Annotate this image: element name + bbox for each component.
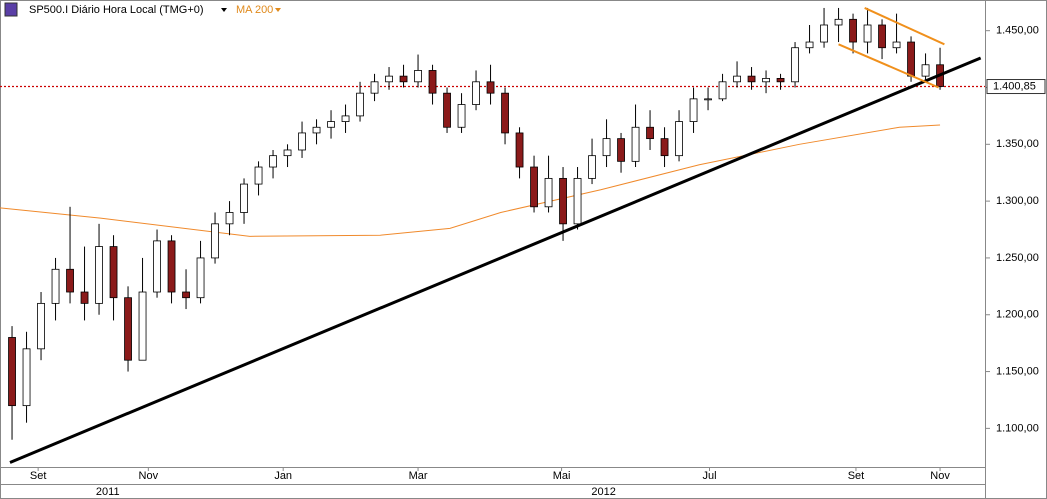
candle-body (327, 121, 335, 128)
candle-body (196, 257, 205, 299)
candle-body (907, 41, 915, 77)
trendline (864, 7, 945, 46)
y-tick-label: 1.200,00 (996, 309, 1039, 321)
y-tick-label: 1.250,00 (996, 252, 1039, 264)
candle-body (80, 291, 89, 304)
plot-area (0, 7, 985, 464)
candle-body (791, 47, 799, 83)
candle-body (37, 302, 45, 350)
candle-body (109, 246, 118, 299)
x-tick-label: Set (30, 470, 47, 482)
candle-body (457, 104, 466, 128)
candle-body (153, 240, 161, 293)
candle-body (51, 268, 60, 304)
candle-body (428, 70, 437, 94)
candle-body (863, 24, 872, 43)
candle-body (631, 126, 640, 162)
candle-body (733, 75, 741, 83)
candle-body (660, 138, 669, 157)
candle-body (370, 81, 379, 94)
candle-body (312, 126, 321, 134)
year-label: 2011 (96, 486, 120, 498)
candle-body (66, 268, 74, 293)
candle-body (298, 132, 306, 151)
candle-body (762, 78, 770, 83)
candle-body (602, 138, 611, 157)
candle-body (805, 41, 814, 49)
candle-body (124, 297, 132, 361)
candle-body (892, 41, 901, 49)
x-tick-label: Mar (409, 470, 428, 482)
candle-body (341, 115, 350, 122)
candle-body (834, 18, 843, 26)
candle-body (689, 98, 698, 122)
candle-body (878, 24, 886, 49)
candle-body (138, 291, 147, 361)
year-label: 2012 (591, 486, 615, 498)
candle-body (472, 81, 480, 105)
candle-body (211, 223, 219, 259)
x-tick-label: Nov (139, 470, 159, 482)
candle-body (167, 240, 176, 293)
candle-body (240, 183, 248, 213)
dropdown-arrow[interactable] (221, 8, 227, 12)
candle-body (776, 78, 785, 83)
candle-body (269, 155, 277, 168)
candle-body (544, 177, 553, 208)
dropdown-arrow[interactable] (275, 8, 281, 12)
x-tick-label: Nov (930, 470, 950, 482)
candle-body (486, 81, 495, 94)
candle-body (921, 64, 930, 77)
y-tick-label: 1.150,00 (996, 365, 1039, 377)
candle-body (820, 24, 828, 43)
y-tick-label: 1.450,00 (996, 25, 1039, 37)
chart-title: SP500.I Diário Hora Local (TMG+0) (29, 4, 204, 16)
y-tick-label: 1.300,00 (996, 195, 1039, 207)
last-price-label: 1.400,85 (993, 80, 1036, 92)
candle-body (283, 149, 292, 157)
candle-body (849, 18, 857, 43)
candle-body (254, 166, 263, 185)
symbol-icon (4, 2, 18, 17)
candle-body (95, 246, 103, 304)
x-tick-label: Jan (274, 470, 292, 482)
candle-body (675, 121, 683, 157)
candle-body (747, 75, 756, 83)
candle-body (501, 92, 509, 134)
x-tick-label: Jul (702, 470, 716, 482)
candle-body (588, 155, 596, 179)
candle-body (559, 177, 567, 225)
candle-body (182, 291, 190, 299)
y-tick-label: 1.350,00 (996, 138, 1039, 150)
last-price-box (986, 79, 1046, 95)
trendline (9, 56, 982, 464)
candle-body (399, 75, 408, 83)
candle-body (646, 126, 654, 140)
candle-body (515, 132, 524, 168)
candle-body (22, 348, 31, 407)
moving-average (0, 124, 941, 237)
candle-body (530, 166, 538, 208)
indicator-label[interactable]: MA 200 (236, 4, 273, 16)
candle-body (414, 70, 422, 83)
candle-body (385, 75, 393, 83)
candle-body (8, 337, 16, 407)
candle-body (704, 98, 712, 101)
y-tick-label: 1.100,00 (996, 422, 1039, 434)
x-tick-label: Mai (553, 470, 571, 482)
candle-body (225, 212, 234, 225)
candle-body (617, 138, 625, 162)
candle-body (443, 92, 451, 128)
x-tick-label: Set (848, 470, 865, 482)
trendline (838, 43, 939, 89)
candle-body (718, 81, 727, 100)
candle-body (573, 177, 582, 225)
candle-body (356, 92, 364, 117)
